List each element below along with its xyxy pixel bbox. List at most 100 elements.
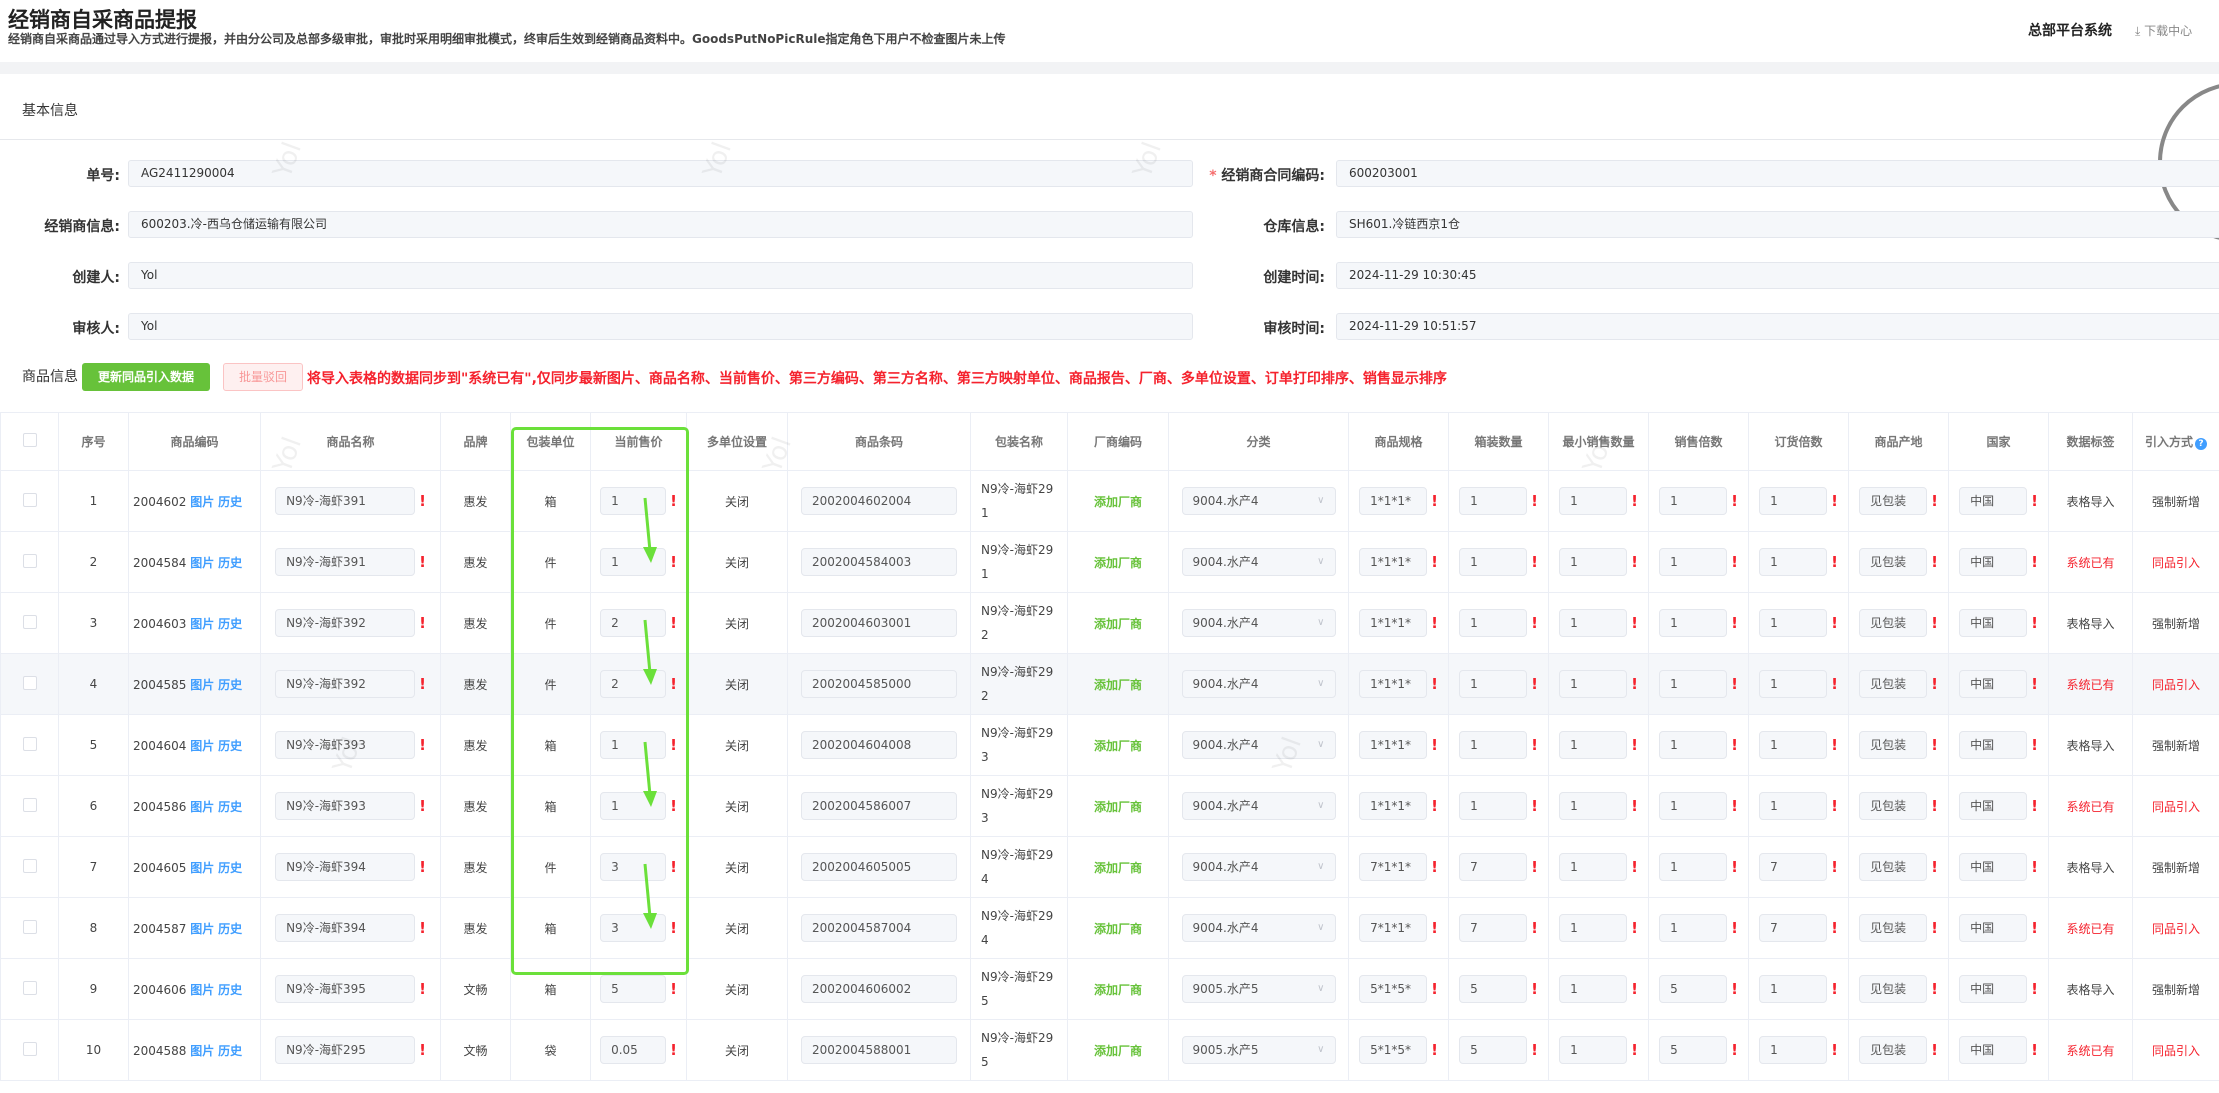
row-checkbox[interactable] — [22, 858, 37, 873]
price-input[interactable]: 1 — [600, 792, 667, 820]
history-link[interactable]: 历史 — [218, 677, 243, 692]
spec-input[interactable]: 1*1*1* — [1359, 548, 1428, 576]
box-input[interactable]: 7 — [1459, 853, 1528, 881]
min-input[interactable]: 1 — [1559, 792, 1628, 820]
barcode-input[interactable]: 2002004588001 — [801, 1036, 957, 1064]
image-link[interactable]: 图片 — [190, 616, 215, 631]
order-input[interactable]: 1 — [1759, 731, 1828, 759]
image-link[interactable]: 图片 — [190, 860, 215, 875]
price-input[interactable]: 2 — [600, 609, 667, 637]
price-input[interactable]: 2 — [600, 670, 667, 698]
row-checkbox[interactable] — [22, 980, 37, 995]
mult-input[interactable]: 5 — [1659, 1036, 1728, 1064]
barcode-input[interactable]: 2002004586007 — [801, 792, 957, 820]
price-input[interactable]: 5 — [600, 975, 667, 1003]
spec-input[interactable]: 1*1*1* — [1359, 670, 1428, 698]
box-input[interactable]: 1 — [1459, 548, 1528, 576]
product-name-input[interactable]: N9冷-海虾394 — [275, 914, 416, 942]
origin-input[interactable]: 见包装 — [1859, 548, 1928, 576]
barcode-input[interactable]: 2002004584003 — [801, 548, 957, 576]
add-vendor-link[interactable]: 添加厂商 — [1093, 555, 1142, 570]
mult-input[interactable]: 1 — [1659, 792, 1728, 820]
country-input[interactable]: 中国 — [1959, 731, 2028, 759]
order-input[interactable]: 7 — [1759, 853, 1828, 881]
row-checkbox[interactable] — [22, 1041, 37, 1056]
field-input[interactable]: 600203.冷-西乌仓储运输有限公司 — [128, 211, 1193, 238]
product-name-input[interactable]: N9冷-海虾392 — [275, 670, 416, 698]
min-input[interactable]: 1 — [1559, 487, 1628, 515]
origin-input[interactable]: 见包装 — [1859, 609, 1928, 637]
history-link[interactable]: 历史 — [218, 982, 243, 997]
min-input[interactable]: 1 — [1559, 914, 1628, 942]
product-name-input[interactable]: N9冷-海虾391 — [275, 487, 416, 515]
barcode-input[interactable]: 2002004605005 — [801, 853, 957, 881]
order-input[interactable]: 1 — [1759, 487, 1828, 515]
mult-input[interactable]: 1 — [1659, 609, 1728, 637]
order-input[interactable]: 1 — [1759, 975, 1828, 1003]
image-link[interactable]: 图片 — [190, 738, 215, 753]
product-name-input[interactable]: N9冷-海虾295 — [275, 1036, 416, 1064]
add-vendor-link[interactable]: 添加厂商 — [1093, 860, 1142, 875]
category-select[interactable]: 9004.水产4 ∨ — [1181, 548, 1336, 576]
field-input[interactable]: Yol — [128, 313, 1193, 340]
product-name-input[interactable]: N9冷-海虾394 — [275, 853, 416, 881]
category-select[interactable]: 9004.水产4 ∨ — [1181, 487, 1336, 515]
field-input[interactable]: 2024-11-29 10:51:57 — [1336, 313, 2219, 340]
mult-input[interactable]: 5 — [1659, 975, 1728, 1003]
history-link[interactable]: 历史 — [218, 921, 243, 936]
mult-input[interactable]: 1 — [1659, 487, 1728, 515]
price-input[interactable]: 1 — [600, 487, 667, 515]
image-link[interactable]: 图片 — [190, 1043, 215, 1058]
box-input[interactable]: 1 — [1459, 792, 1528, 820]
order-input[interactable]: 1 — [1759, 609, 1828, 637]
country-input[interactable]: 中国 — [1959, 1036, 2028, 1064]
spec-input[interactable]: 1*1*1* — [1359, 792, 1428, 820]
field-input[interactable]: Yol — [128, 262, 1193, 289]
history-link[interactable]: 历史 — [218, 555, 243, 570]
country-input[interactable]: 中国 — [1959, 914, 2028, 942]
category-select[interactable]: 9004.水产4 ∨ — [1181, 609, 1336, 637]
category-select[interactable]: 9005.水产5 ∨ — [1181, 975, 1336, 1003]
country-input[interactable]: 中国 — [1959, 792, 2028, 820]
min-input[interactable]: 1 — [1559, 1036, 1628, 1064]
min-input[interactable]: 1 — [1559, 609, 1628, 637]
select-all-checkbox[interactable] — [22, 433, 37, 447]
origin-input[interactable]: 见包装 — [1859, 792, 1928, 820]
price-input[interactable]: 3 — [600, 853, 667, 881]
price-input[interactable]: 1 — [600, 548, 667, 576]
barcode-input[interactable]: 2002004585000 — [801, 670, 957, 698]
add-vendor-link[interactable]: 添加厂商 — [1093, 494, 1142, 509]
country-input[interactable]: 中国 — [1959, 548, 2028, 576]
category-select[interactable]: 9005.水产5 ∨ — [1181, 1036, 1336, 1064]
spec-input[interactable]: 5*1*5* — [1359, 975, 1428, 1003]
category-select[interactable]: 9004.水产4 ∨ — [1181, 914, 1336, 942]
barcode-input[interactable]: 2002004603001 — [801, 609, 957, 637]
box-input[interactable]: 1 — [1459, 731, 1528, 759]
category-select[interactable]: 9004.水产4 ∨ — [1181, 670, 1336, 698]
mult-input[interactable]: 1 — [1659, 731, 1728, 759]
box-input[interactable]: 5 — [1459, 975, 1528, 1003]
spec-input[interactable]: 1*1*1* — [1359, 609, 1428, 637]
origin-input[interactable]: 见包装 — [1859, 853, 1928, 881]
question-circle-icon[interactable]: ? — [2195, 438, 2207, 450]
origin-input[interactable]: 见包装 — [1859, 731, 1928, 759]
country-input[interactable]: 中国 — [1959, 609, 2028, 637]
row-checkbox[interactable] — [22, 492, 37, 507]
box-input[interactable]: 5 — [1459, 1036, 1528, 1064]
spec-input[interactable]: 1*1*1* — [1359, 731, 1428, 759]
barcode-input[interactable]: 2002004604008 — [801, 731, 957, 759]
country-input[interactable]: 中国 — [1959, 975, 2028, 1003]
row-checkbox[interactable] — [22, 614, 37, 629]
box-input[interactable]: 1 — [1459, 670, 1528, 698]
spec-input[interactable]: 7*1*1* — [1359, 853, 1428, 881]
add-vendor-link[interactable]: 添加厂商 — [1093, 921, 1142, 936]
download-center-link[interactable]: ⤓ 下载中心 — [2135, 22, 2192, 39]
price-input[interactable]: 0.05 — [600, 1036, 667, 1064]
origin-input[interactable]: 见包装 — [1859, 670, 1928, 698]
origin-input[interactable]: 见包装 — [1859, 975, 1928, 1003]
box-input[interactable]: 1 — [1459, 487, 1528, 515]
batch-reject-button[interactable]: 批量驳回 — [223, 363, 303, 391]
image-link[interactable]: 图片 — [190, 555, 215, 570]
mult-input[interactable]: 1 — [1659, 914, 1728, 942]
min-input[interactable]: 1 — [1559, 731, 1628, 759]
